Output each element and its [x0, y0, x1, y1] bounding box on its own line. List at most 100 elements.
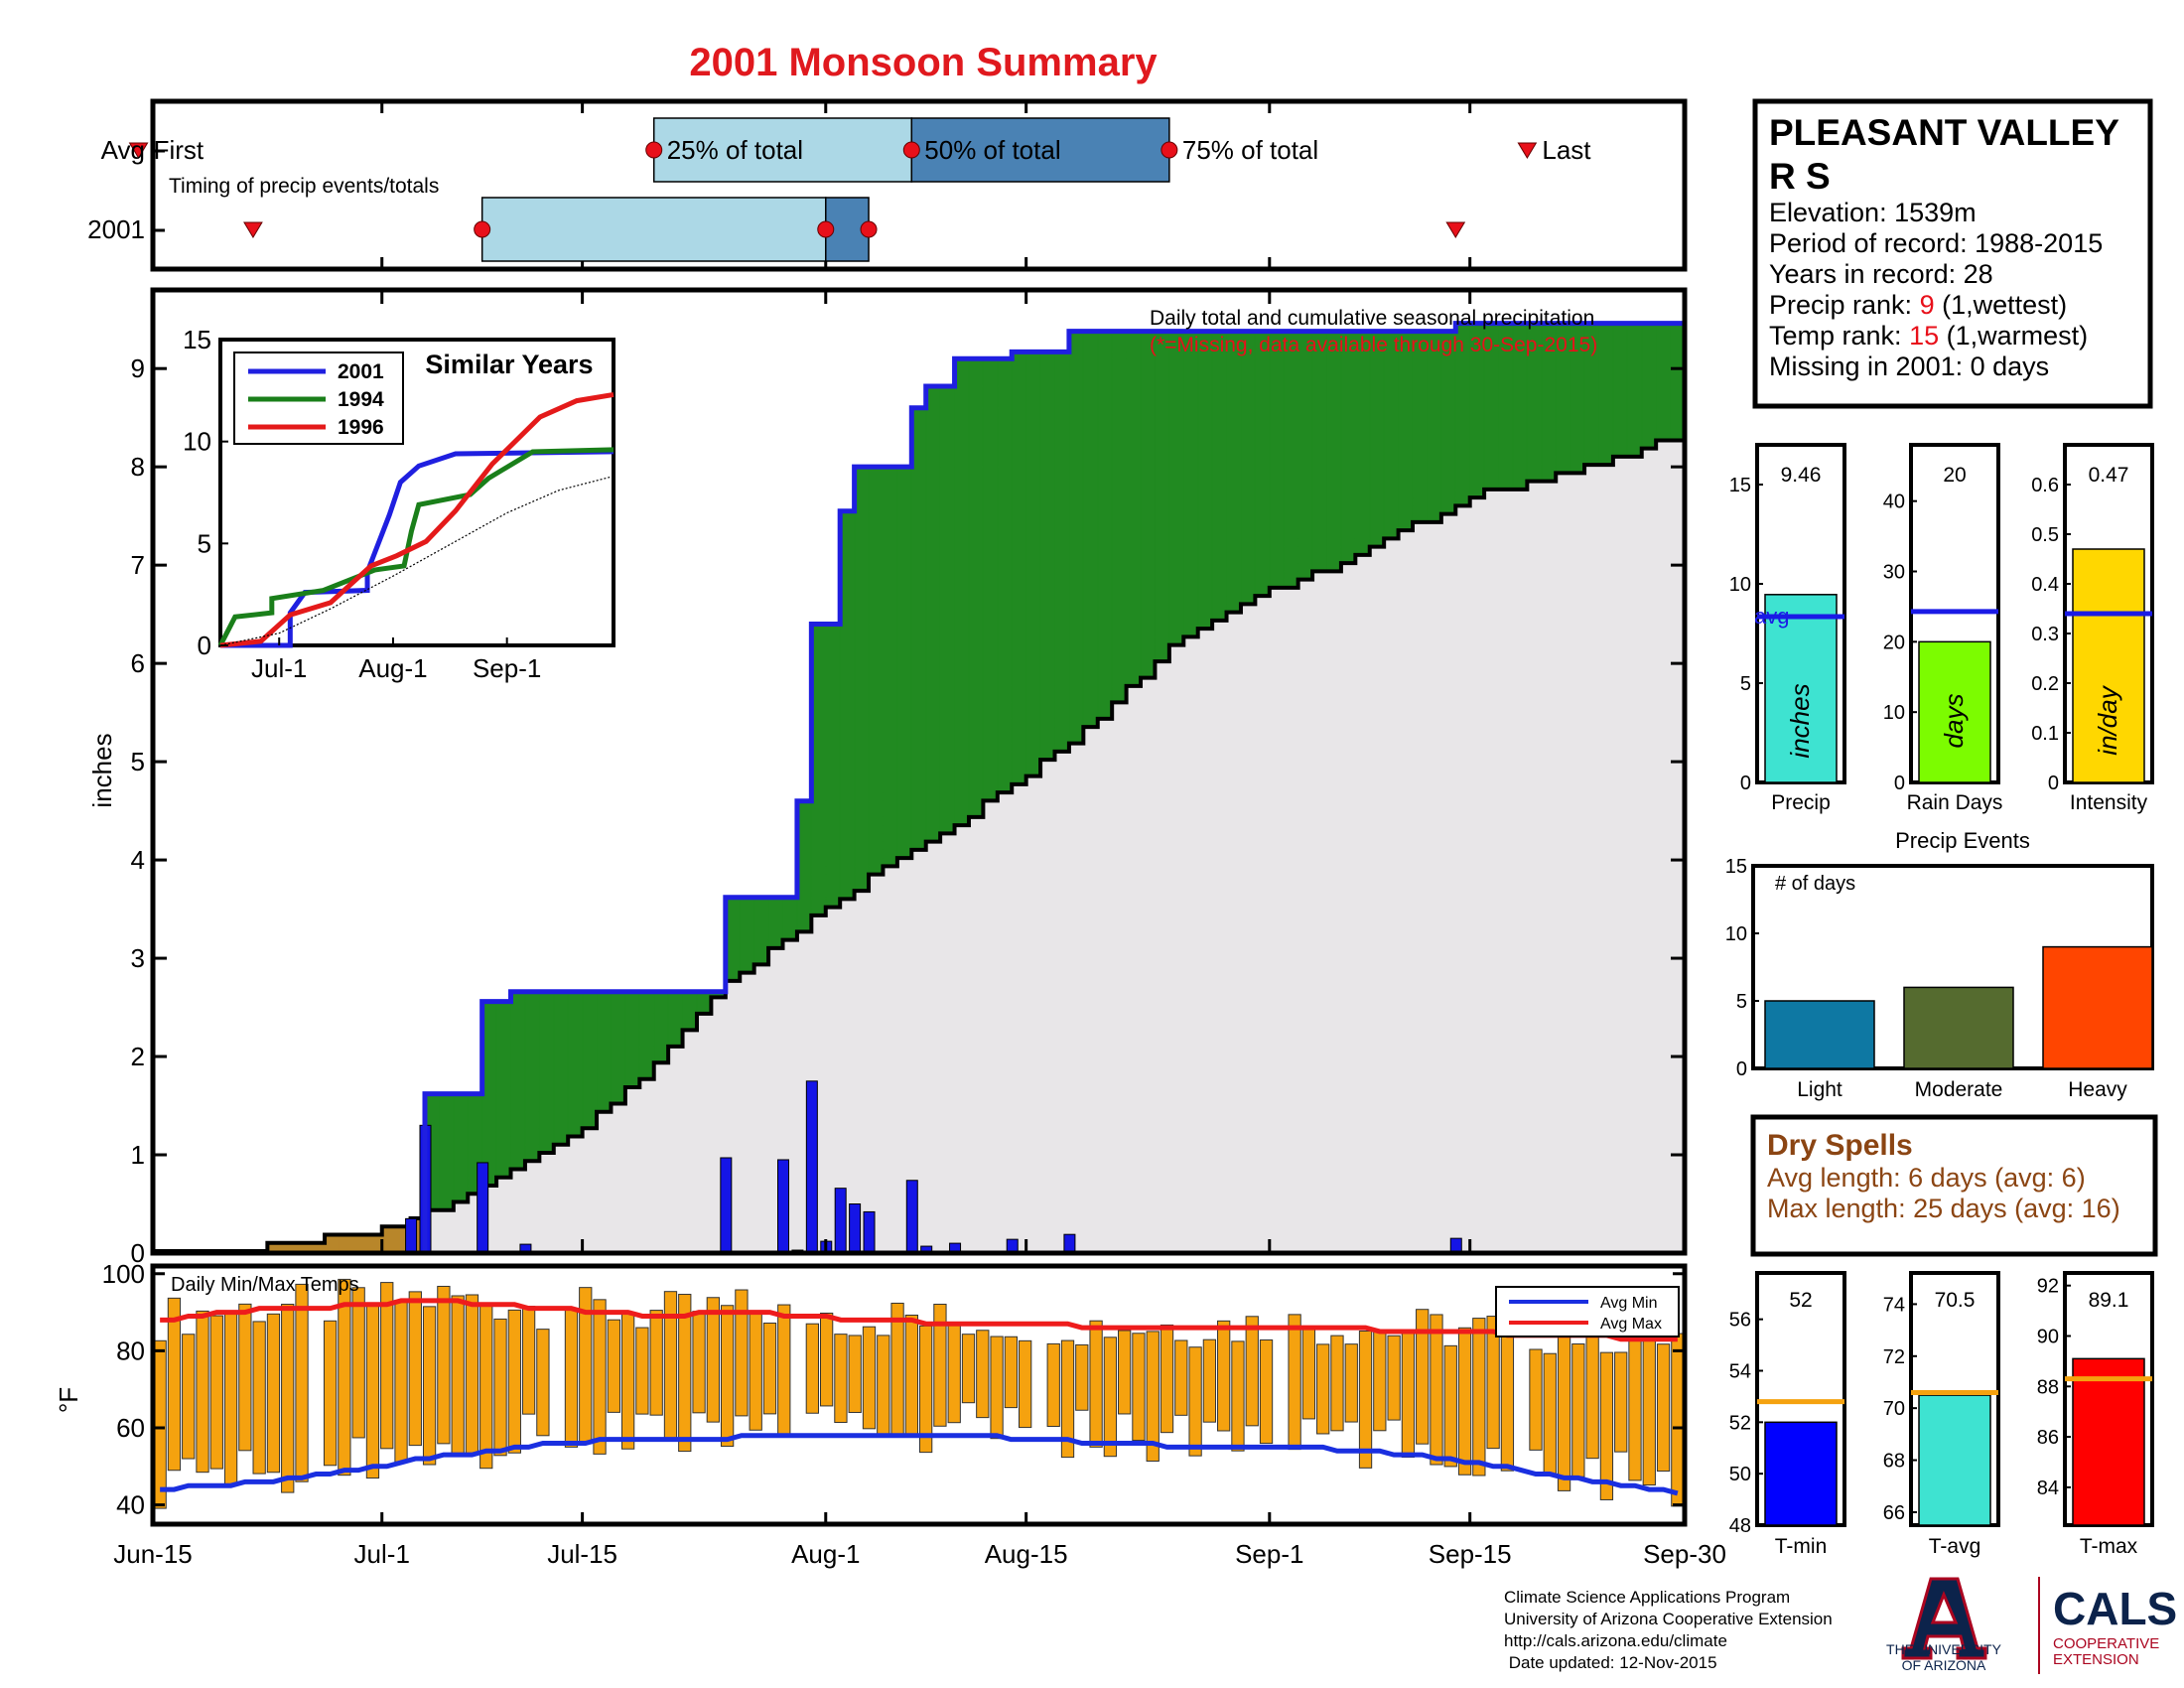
daily-temp-bar [182, 1334, 196, 1460]
events-bar-heavy [2042, 945, 2153, 1069]
cals-logo-text: CALS [2053, 1583, 2177, 1634]
inset-title: Similar Years [425, 350, 593, 379]
station-missing: Missing in 2001: 0 days [1769, 352, 2049, 381]
tmax-bar [2072, 1357, 2145, 1526]
inset-legend-label: 1994 [338, 388, 384, 411]
daily-temp-bar [663, 1291, 678, 1440]
temps-x-tick-label: Aug-1 [791, 1539, 860, 1569]
daily-temp-bar [252, 1321, 266, 1475]
mini-y-tick-label: 10 [1883, 702, 1905, 724]
daily-temp-bar [635, 1327, 649, 1415]
daily-temp-bar [777, 1304, 791, 1438]
cumulative-precip-panel: 0 1 2 3 4 5 6 7 8 9 [131, 290, 1687, 1268]
block-a-icon [1901, 1577, 1987, 1660]
daily-temp-bar [1443, 1344, 1457, 1468]
daily-precip-bar [905, 1180, 918, 1254]
daily-temp-bar [1217, 1320, 1231, 1432]
daily-temp-bar [848, 1335, 862, 1413]
daily-temp-bar [1557, 1333, 1571, 1491]
summary-panels: 9.46 Precip inches 0 5 10 15 20 Rain Days days 0 10… [1725, 443, 2154, 1558]
precip-rank: Precip rank: 9 (1,wettest) [1769, 290, 2067, 320]
station-elevation: Elevation: 1539m [1769, 198, 1977, 227]
daily-precip-bar [477, 1162, 489, 1254]
intensity-label: Intensity [2070, 791, 2148, 814]
intensity-unit: in/day [2093, 684, 2122, 755]
station-info-box [1752, 98, 2153, 409]
mini-y-tick-label: 54 [1729, 1360, 1751, 1382]
daily-temp-bar [904, 1314, 918, 1437]
daily-temp-bar [1118, 1330, 1132, 1415]
daily-temp-bar [1401, 1331, 1416, 1459]
below-average-area [152, 1217, 426, 1254]
timing-frame [150, 98, 1688, 272]
events-y-tick-label: 10 [1725, 923, 1747, 945]
daily-temp-bar [1188, 1346, 1202, 1457]
daily-temp-bar [266, 1313, 281, 1474]
year-p75-marker [860, 220, 878, 238]
events-category-label: Heavy [2068, 1078, 2127, 1101]
daily-temp-bar [961, 1334, 976, 1404]
tavg-label: T-avg [1929, 1535, 1981, 1558]
tavg-value: 70.5 [1935, 1289, 1976, 1312]
daily-temp-bar [819, 1312, 834, 1407]
events-title: Precip Events [1895, 828, 2030, 853]
temps-y-axis-label: °F [54, 1387, 83, 1413]
avg-first-marker [128, 142, 149, 159]
avg-max-legend-label: Avg Max [1600, 1316, 1662, 1333]
events-y-tick-label: 5 [1736, 991, 1747, 1013]
daily-temp-bar [295, 1283, 309, 1482]
precip-rank-value: 9 [1920, 290, 1935, 320]
mini-y-tick-label: 30 [1883, 562, 1905, 584]
daily-precip-bar [849, 1203, 862, 1254]
daily-temp-bar [805, 1323, 819, 1414]
main-frame [150, 287, 1688, 1256]
inset-x-tick-label: Aug-1 [358, 653, 427, 683]
footer-line1: Climate Science Applications Program [1504, 1588, 1790, 1607]
precip-bar [1764, 594, 1838, 783]
mini-y-tick-label: 68 [1883, 1451, 1905, 1473]
daily-temp-bar [1132, 1333, 1146, 1442]
mini-y-tick-label: 52 [1729, 1412, 1751, 1434]
daily-temp-bar [862, 1326, 877, 1430]
year-last-marker [1445, 221, 1466, 238]
dry-spells-max: Max length: 25 days (avg: 16) [1767, 1194, 2120, 1223]
daily-temp-bar [1486, 1316, 1500, 1450]
main-y-axis-label: inches [87, 733, 117, 807]
daily-temp-bar [351, 1287, 365, 1439]
main-note: Daily total and cumulative seasonal prec… [1150, 307, 1594, 330]
mini-y-tick-label: 48 [1729, 1515, 1751, 1537]
events-y-tick-label: 15 [1725, 856, 1747, 878]
temps-y-tick-label: 40 [116, 1490, 145, 1520]
daily-precip-bar [405, 1217, 418, 1254]
daily-temp-bar [408, 1291, 422, 1447]
main-y-tick-label: 9 [131, 353, 145, 383]
daily-temp-bar [1529, 1348, 1543, 1451]
daily-temp-bar [451, 1295, 465, 1455]
events-category-label: Light [1797, 1078, 1843, 1101]
daily-temp-bar [1288, 1314, 1301, 1451]
avg-p50-marker [902, 141, 920, 159]
daily-temp-bar [1259, 1338, 1274, 1445]
daily-temp-bar [990, 1336, 1004, 1440]
tmin-bar [1764, 1421, 1838, 1526]
daily-temp-bar [1301, 1328, 1316, 1420]
daily-temp-bar [1642, 1318, 1656, 1486]
average-cumulative-line [153, 432, 1687, 1254]
temps-x-tick-label: Jul-15 [547, 1539, 617, 1569]
footer-line2: University of Arizona Cooperative Extens… [1504, 1610, 1833, 1628]
daily-temp-bar [422, 1306, 437, 1466]
temps-y-tick-label: 100 [102, 1259, 145, 1289]
timing-avg-label: Avg [101, 135, 145, 165]
daily-precip-bar [863, 1210, 876, 1254]
daily-temp-bar [607, 1319, 620, 1413]
dry-spells-avg: Avg length: 6 days (avg: 6) [1767, 1163, 2086, 1193]
inset-line-1994 [217, 447, 614, 647]
events-y-label: # of days [1775, 873, 1855, 895]
avg-p75-marker [1160, 141, 1178, 159]
daily-temp-bar [706, 1297, 720, 1423]
temps-label: Daily Min/Max Temps [171, 1274, 359, 1296]
rain_days-value: 20 [1943, 464, 1966, 487]
daily-temp-bar [976, 1330, 990, 1419]
daily-temp-bar [1543, 1352, 1557, 1477]
daily-temp-bar [1202, 1338, 1217, 1423]
